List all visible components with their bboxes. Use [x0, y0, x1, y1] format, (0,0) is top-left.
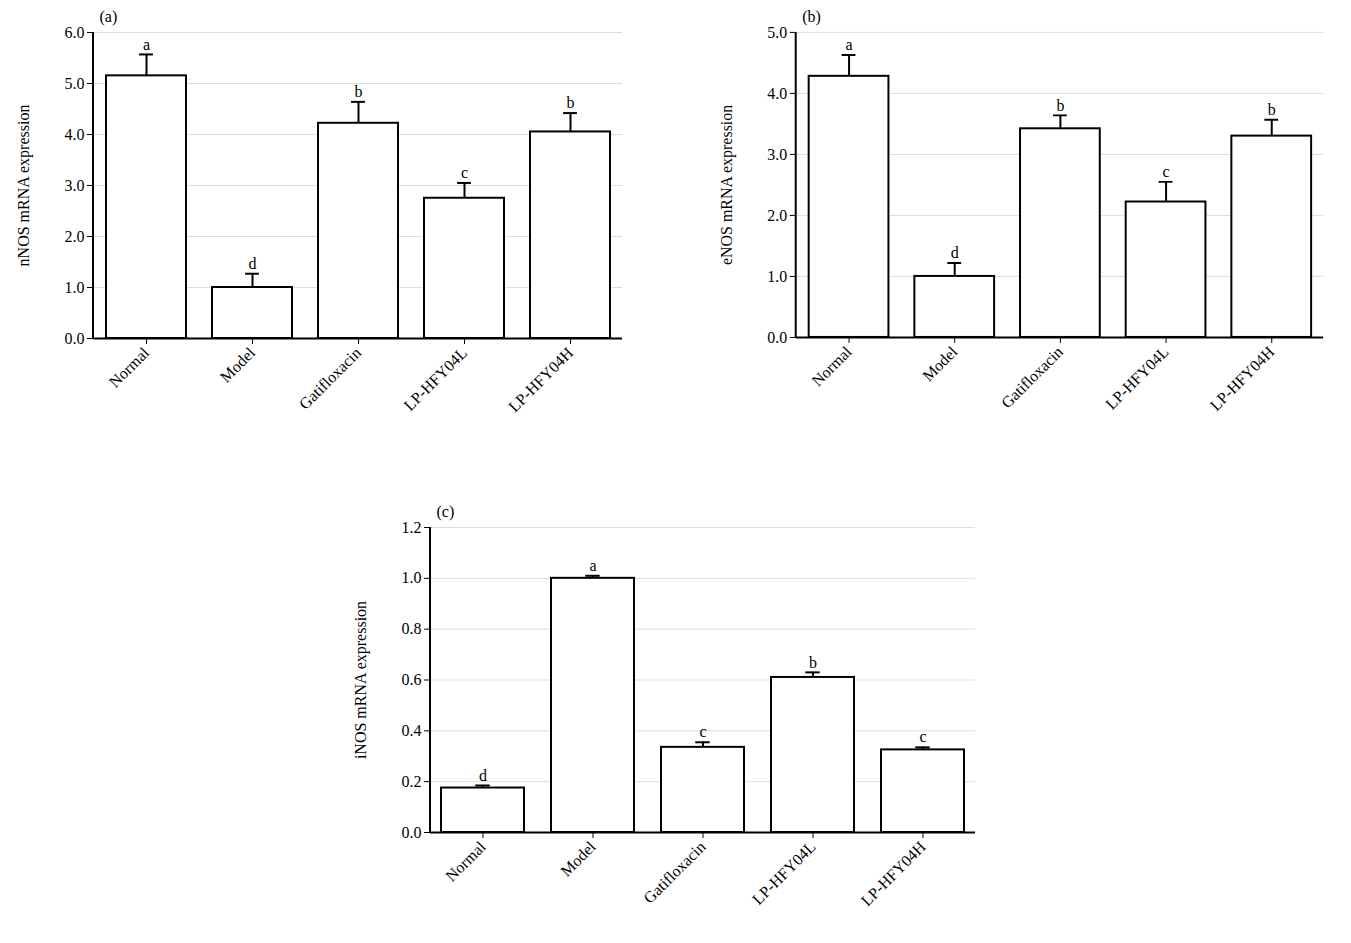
svg-text:d: d: [249, 255, 257, 272]
svg-text:Gatifloxacin: Gatifloxacin: [296, 344, 365, 413]
svg-text:LP-HFY04H: LP-HFY04H: [1207, 343, 1278, 414]
svg-text:1.0: 1.0: [767, 268, 787, 285]
svg-text:Model: Model: [557, 838, 599, 880]
svg-text:a: a: [846, 36, 853, 53]
svg-text:0.2: 0.2: [402, 773, 422, 790]
svg-text:1.0: 1.0: [402, 569, 422, 586]
svg-text:c: c: [919, 728, 926, 745]
svg-text:eNOS mRNA expression: eNOS mRNA expression: [718, 105, 736, 265]
svg-text:b: b: [1268, 101, 1276, 118]
svg-text:(a): (a): [100, 8, 118, 26]
svg-text:LP-HFY04H: LP-HFY04H: [858, 838, 929, 909]
svg-text:0.8: 0.8: [402, 620, 422, 637]
svg-text:2.0: 2.0: [767, 207, 787, 224]
svg-text:5.0: 5.0: [767, 24, 787, 41]
svg-text:a: a: [143, 36, 150, 53]
svg-text:2.0: 2.0: [65, 228, 85, 245]
svg-text:d: d: [951, 244, 959, 261]
svg-text:3.0: 3.0: [65, 177, 85, 194]
svg-text:Model: Model: [919, 343, 961, 385]
svg-text:Gatifloxacin: Gatifloxacin: [640, 838, 709, 907]
svg-text:0.0: 0.0: [65, 330, 85, 347]
svg-text:a: a: [589, 557, 596, 574]
svg-text:b: b: [809, 653, 817, 670]
svg-text:nNOS mRNA expression: nNOS mRNA expression: [15, 105, 33, 267]
svg-text:Normal: Normal: [442, 838, 489, 885]
svg-text:0.6: 0.6: [402, 671, 422, 688]
svg-text:3.0: 3.0: [767, 146, 787, 163]
svg-text:d: d: [479, 767, 487, 784]
svg-text:Gatifloxacin: Gatifloxacin: [998, 343, 1066, 411]
svg-text:4.0: 4.0: [65, 126, 85, 143]
svg-text:b: b: [567, 94, 575, 111]
svg-text:(c): (c): [437, 503, 455, 521]
svg-text:6.0: 6.0: [65, 24, 85, 41]
svg-text:b: b: [1056, 97, 1064, 114]
svg-text:LP-HFY04L: LP-HFY04L: [400, 344, 470, 414]
svg-text:LP-HFY04L: LP-HFY04L: [1102, 343, 1172, 413]
svg-text:5.0: 5.0: [65, 75, 85, 92]
svg-text:c: c: [1163, 163, 1170, 180]
svg-text:Normal: Normal: [808, 343, 855, 390]
svg-text:1.0: 1.0: [65, 279, 85, 296]
svg-text:4.0: 4.0: [767, 85, 787, 102]
svg-text:Model: Model: [217, 344, 259, 386]
svg-text:(b): (b): [802, 8, 821, 26]
svg-text:0.0: 0.0: [767, 329, 787, 346]
svg-text:LP-HFY04L: LP-HFY04L: [749, 838, 819, 908]
svg-text:1.2: 1.2: [402, 519, 422, 536]
svg-text:iNOS mRNA expression: iNOS mRNA expression: [352, 601, 370, 759]
svg-text:Normal: Normal: [106, 344, 153, 391]
svg-text:LP-HFY04H: LP-HFY04H: [505, 344, 576, 415]
svg-text:c: c: [461, 164, 468, 181]
svg-text:0.0: 0.0: [402, 824, 422, 841]
svg-text:c: c: [699, 723, 706, 740]
svg-text:0.4: 0.4: [402, 722, 422, 739]
svg-text:b: b: [355, 83, 363, 100]
